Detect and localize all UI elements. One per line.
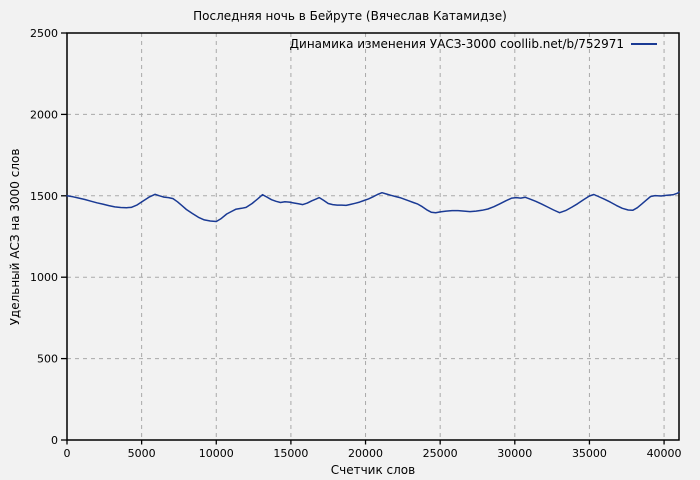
x-tick-label: 25000 [423,447,458,460]
x-tick-label: 35000 [572,447,607,460]
plot-border [66,32,680,441]
y-tick-label: 500 [37,353,58,366]
y-tick-label: 0 [51,434,58,447]
y-tick-label: 1000 [30,271,58,284]
x-axis-label: Счетчик слов [330,463,416,477]
x-tick-label: 10000 [199,447,234,460]
y-tick-label: 1500 [30,190,58,203]
legend-line-sample [631,43,657,45]
legend-label: Динамика изменения УАСЗ-3000 coollib.net… [289,37,624,51]
y-tick-label: 2000 [30,108,58,121]
x-tick-label: 0 [64,447,71,460]
x-tick-label: 30000 [497,447,532,460]
x-tick-label: 40000 [647,447,682,460]
x-tick-label: 5000 [128,447,156,460]
y-tick-label: 2500 [30,27,58,40]
y-axis-label: Удельный АСЗ на 3000 слов [8,148,22,326]
chart-title: Последняя ночь в Бейруте (Вячеслав Катам… [193,9,507,23]
x-tick-label: 15000 [273,447,308,460]
data-line [66,191,680,223]
legend: Динамика изменения УАСЗ-3000 coollib.net… [290,37,657,51]
x-tick-label: 20000 [348,447,383,460]
